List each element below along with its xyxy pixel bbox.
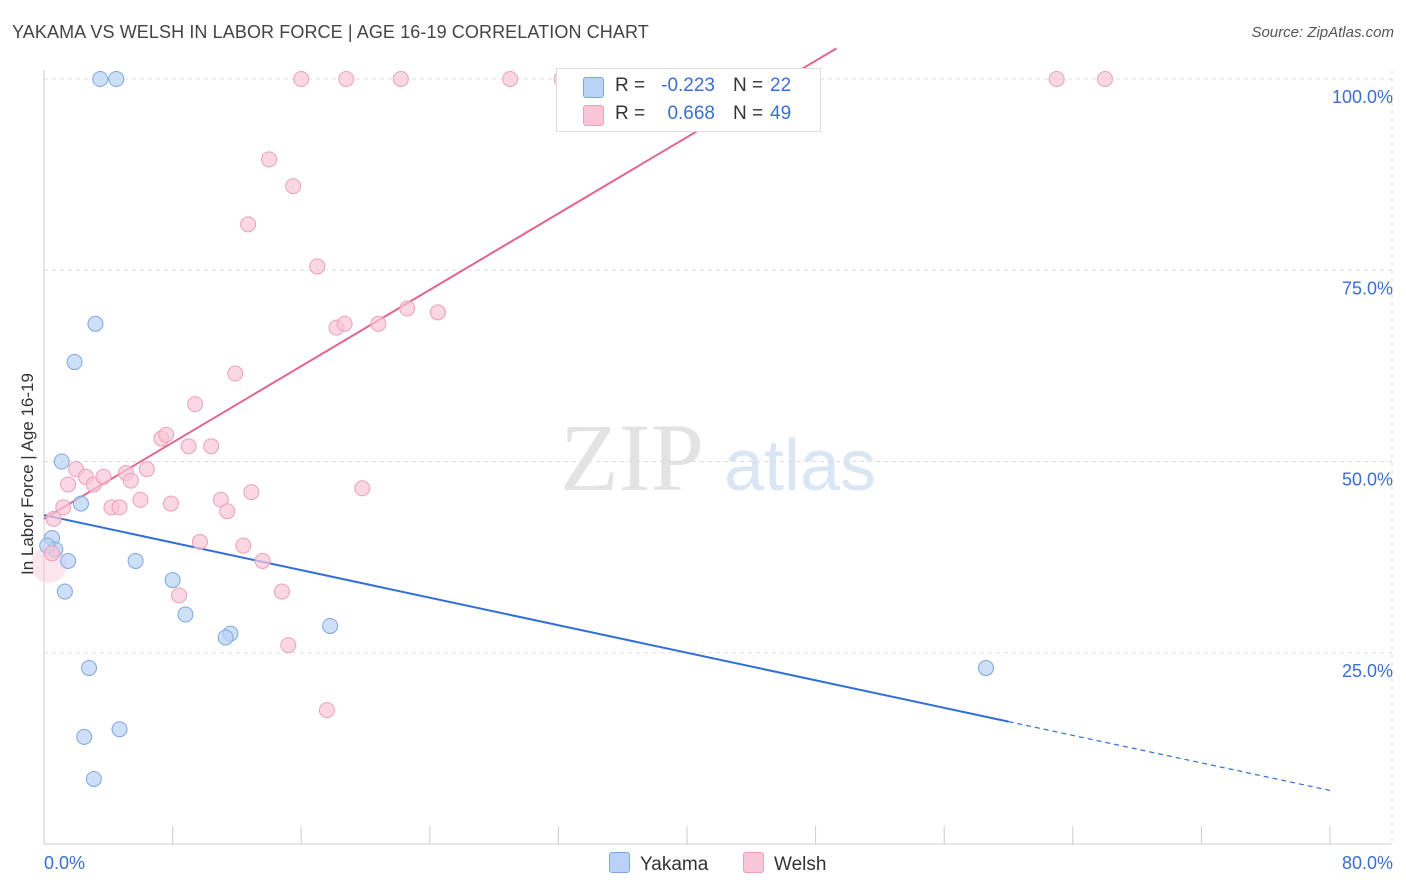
- welsh-point: [336, 315, 353, 332]
- yakama-point: [81, 660, 98, 677]
- axes: [43, 70, 1392, 845]
- yakama-trend-extension: [1008, 721, 1331, 792]
- legend-r-label: R =: [615, 103, 646, 124]
- welsh-point: [261, 151, 278, 168]
- y-tick-label: 100.0%: [1332, 87, 1393, 107]
- welsh-point: [243, 484, 260, 501]
- welsh-point: [95, 468, 112, 485]
- yakama-point: [56, 583, 73, 600]
- welsh-point: [273, 583, 290, 600]
- welsh-point: [254, 552, 271, 569]
- welsh-point: [399, 300, 416, 317]
- legend-swatch-yakama: [583, 77, 604, 98]
- legend-n-value: 22: [770, 75, 792, 96]
- welsh-point: [180, 438, 197, 455]
- chart-title: YAKAMA VS WELSH IN LABOR FORCE | AGE 16-…: [12, 22, 649, 42]
- welsh-point: [240, 216, 257, 233]
- yakama-point: [164, 572, 181, 589]
- legend-r-value: -0.223: [661, 75, 715, 96]
- welsh-point: [280, 637, 297, 654]
- welsh-point: [309, 258, 326, 275]
- yakama-point: [111, 721, 128, 738]
- legend-r-value: 0.668: [667, 103, 715, 124]
- x-tick-label-max: 80.0%: [1342, 853, 1393, 873]
- legend-n-label: N =: [733, 103, 764, 124]
- welsh-point: [354, 480, 371, 497]
- yakama-point: [76, 728, 93, 745]
- yakama-point: [66, 354, 83, 371]
- source-credit: Source: ZipAtlas.com: [1251, 24, 1394, 41]
- welsh-point: [171, 587, 188, 604]
- y-tick-label: 50.0%: [1342, 470, 1393, 490]
- welsh-point: [132, 491, 149, 508]
- welsh-point: [187, 396, 204, 413]
- y-tick-label: 75.0%: [1342, 278, 1393, 298]
- welsh-point: [392, 71, 409, 87]
- yakama-point: [53, 453, 70, 470]
- welsh-point: [293, 71, 310, 87]
- welsh-point: [45, 510, 62, 527]
- yakama-point: [177, 606, 194, 623]
- welsh-point: [502, 71, 519, 87]
- welsh-point: [285, 178, 302, 195]
- gridlines: [44, 70, 1393, 844]
- welsh-point: [111, 499, 128, 516]
- welsh-point: [203, 438, 220, 455]
- yakama-point: [108, 71, 125, 87]
- y-tick-label: 25.0%: [1342, 661, 1393, 681]
- legend-swatch-welsh: [583, 105, 604, 126]
- welsh-point: [227, 365, 244, 382]
- watermark-zip: ZIP: [560, 404, 704, 511]
- bottom-swatch-yakama: [609, 852, 630, 873]
- welsh-point: [370, 315, 387, 332]
- welsh-point: [191, 533, 208, 550]
- welsh-point: [60, 476, 77, 493]
- x-tick-label-min: 0.0%: [44, 853, 85, 873]
- welsh-point: [338, 71, 355, 87]
- yakama-point: [217, 629, 234, 646]
- yakama-point: [92, 71, 109, 87]
- yakama-point: [322, 617, 339, 634]
- bottom-legend-label: Welsh: [774, 854, 827, 875]
- yakama-point: [87, 315, 104, 332]
- welsh-point: [55, 499, 72, 516]
- legend-n-label: N =: [733, 75, 764, 96]
- bottom-legend-yakama: Yakama: [609, 852, 708, 876]
- welsh-point: [235, 537, 252, 554]
- bottom-swatch-welsh: [743, 852, 764, 873]
- welsh-point: [219, 503, 236, 520]
- welsh-point: [122, 472, 139, 489]
- welsh-point: [158, 426, 175, 443]
- yakama-point: [72, 495, 89, 512]
- welsh-point: [162, 495, 179, 512]
- legend-n-value: 49: [770, 103, 792, 124]
- yakama-point: [127, 552, 144, 569]
- stats-legend: R = -0.223 N = 22 R = 0.668 N = 49: [556, 68, 821, 132]
- yakama-point: [977, 660, 994, 677]
- watermark-atlas: atlas: [724, 426, 876, 506]
- welsh-point: [44, 545, 61, 562]
- welsh-point: [1096, 71, 1113, 87]
- bottom-legend-label: Yakama: [640, 854, 709, 875]
- y-axis-label: In Labor Force | Age 16-19: [18, 373, 37, 575]
- welsh-point: [429, 304, 446, 321]
- yakama-trend-line: [43, 514, 1009, 723]
- yakama-point: [85, 770, 102, 787]
- welsh-point: [138, 461, 155, 478]
- welsh-point: [1048, 71, 1065, 87]
- yakama-point: [60, 552, 77, 569]
- data-points: [30, 71, 1113, 787]
- tick-labels: 25.0% 50.0% 75.0% 100.0% 0.0% 80.0%: [44, 87, 1393, 873]
- legend-r-label: R =: [615, 75, 646, 96]
- welsh-point: [318, 702, 335, 719]
- bottom-legend-welsh: Welsh: [743, 852, 826, 876]
